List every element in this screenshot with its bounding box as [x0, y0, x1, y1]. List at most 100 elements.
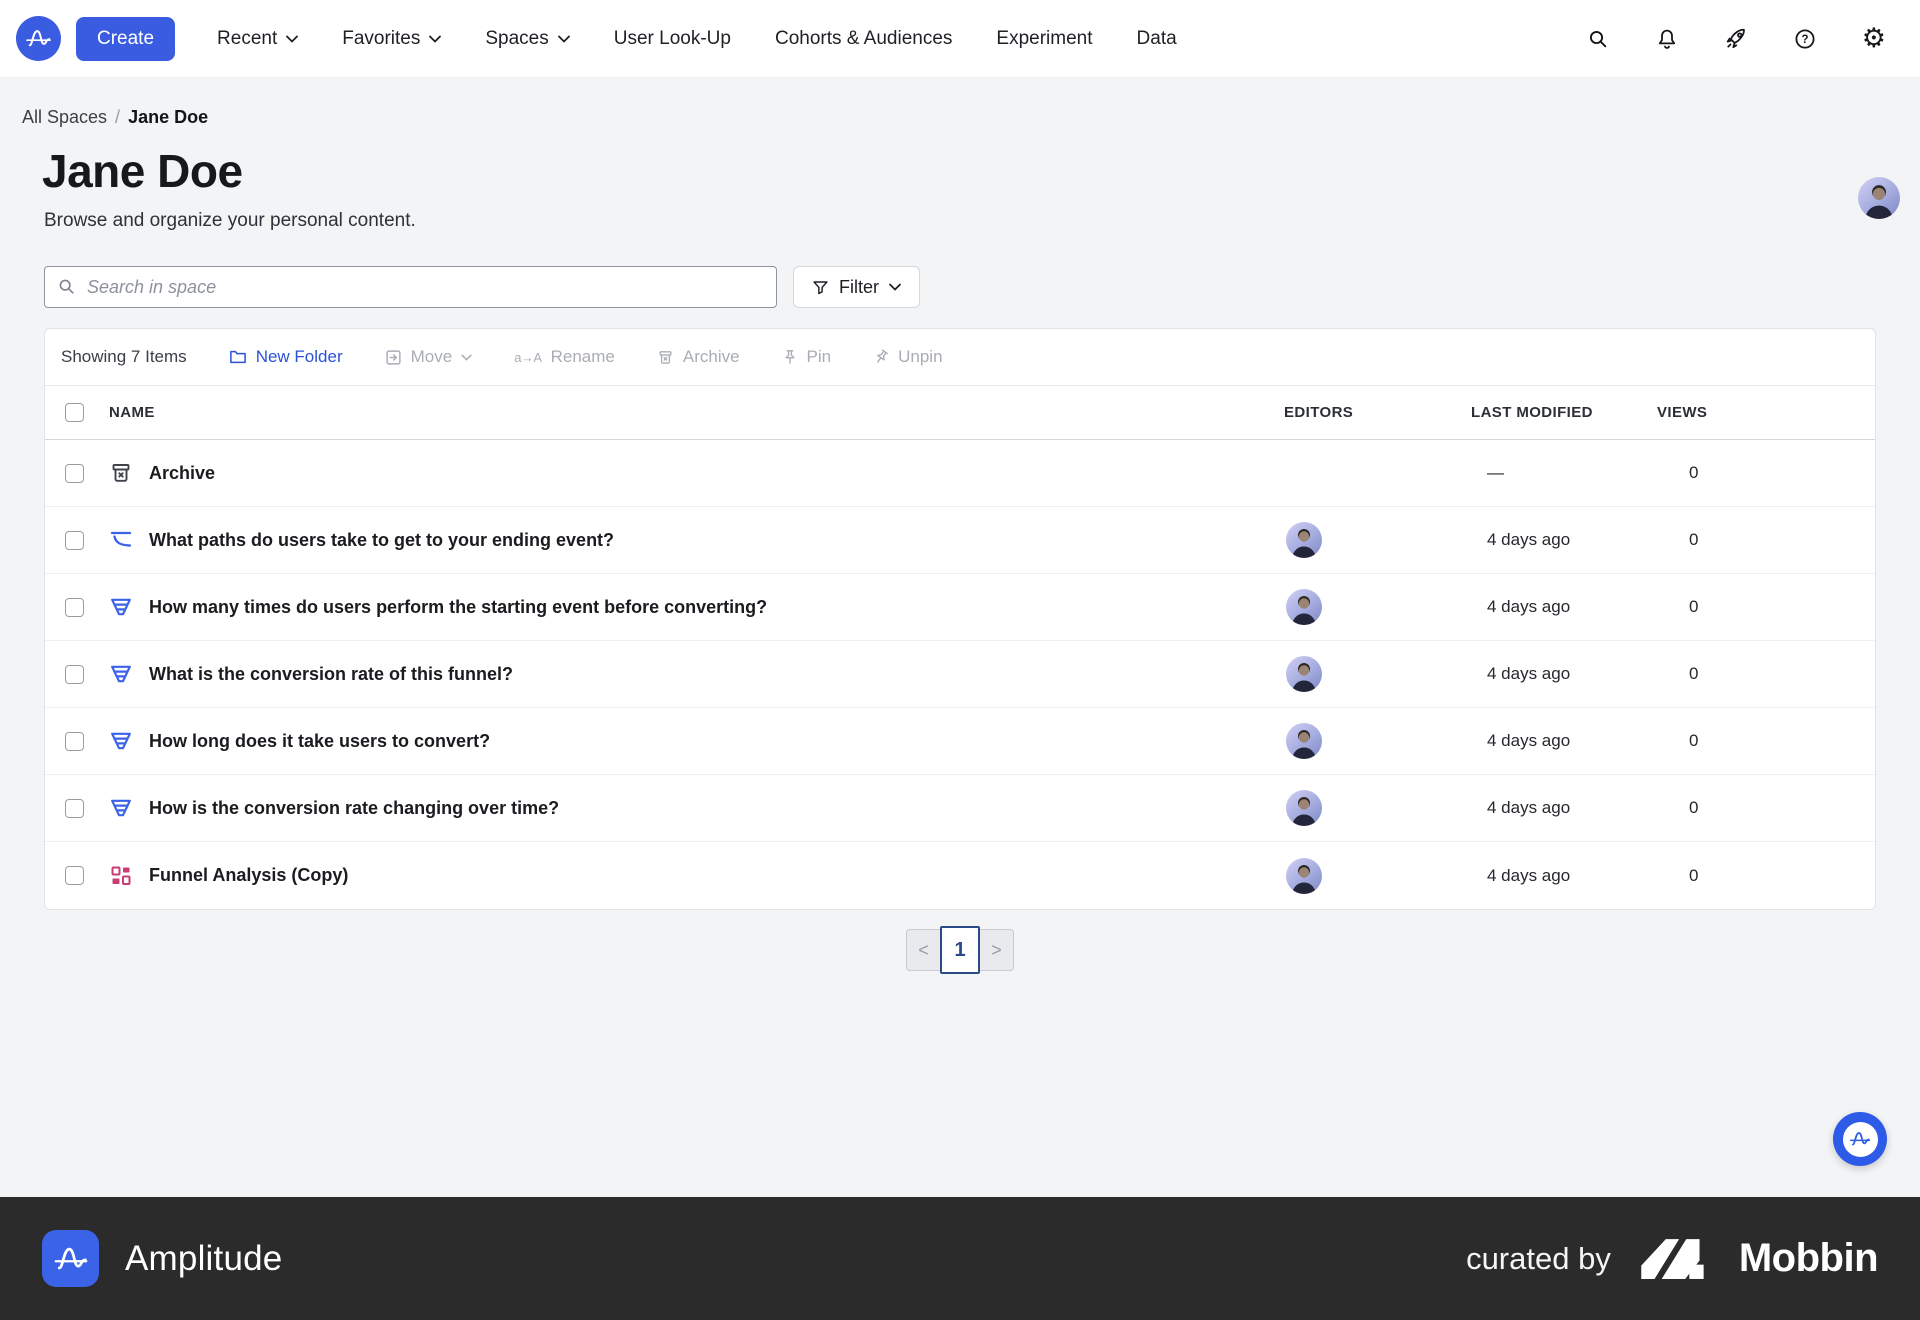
row-checkbox[interactable] — [65, 731, 84, 751]
archive-box-icon — [112, 464, 130, 482]
row-checkbox[interactable] — [65, 597, 84, 617]
breadcrumb: All Spaces / Jane Doe — [0, 77, 1920, 128]
filter-label: Filter — [839, 276, 879, 297]
pagination-prev-button[interactable]: < — [906, 929, 941, 971]
pin-button[interactable]: Pin — [782, 347, 831, 367]
select-all-checkbox[interactable] — [65, 403, 84, 422]
item-name[interactable]: Archive — [149, 462, 216, 483]
views-cell: 0 — [1689, 597, 1699, 616]
pagination-next-button[interactable]: > — [979, 929, 1014, 971]
last-modified-cell: 4 days ago — [1487, 798, 1571, 817]
row-checkbox[interactable] — [65, 664, 84, 684]
row-checkbox[interactable] — [65, 463, 84, 483]
table-row[interactable]: What paths do users take to get to your … — [45, 507, 1875, 574]
views-cell: 0 — [1689, 731, 1699, 750]
unpin-label: Unpin — [898, 347, 943, 366]
column-header-name[interactable]: NAME — [109, 404, 155, 421]
column-header-last-modified[interactable]: LAST MODIFIED — [1471, 404, 1593, 421]
item-name[interactable]: What paths do users take to get to your … — [149, 529, 615, 550]
amplitude-logo-icon[interactable] — [16, 16, 61, 61]
search-icon[interactable] — [1586, 27, 1610, 51]
nav-item-user-look-up[interactable]: User Look-Up — [614, 28, 731, 50]
editor-avatar[interactable] — [1286, 589, 1322, 625]
item-name[interactable]: What is the conversion rate of this funn… — [149, 663, 514, 684]
table-row[interactable]: How long does it take users to convert? … — [45, 708, 1875, 775]
table-row[interactable]: Funnel Analysis (Copy) 4 days ago 0 — [45, 842, 1875, 909]
nav-actions: ? ⚙ — [1586, 25, 1886, 52]
editor-avatar[interactable] — [1286, 656, 1322, 692]
item-name[interactable]: How is the conversion rate changing over… — [149, 797, 560, 818]
table-toolbar: Showing 7 Items New Folder Move a→A Rena… — [45, 329, 1875, 386]
svg-text:?: ? — [1801, 34, 1808, 46]
nav-item-favorites[interactable]: Favorites — [342, 28, 442, 50]
nav-item-label: Cohorts & Audiences — [774, 27, 953, 49]
last-modified-cell: 4 days ago — [1487, 597, 1571, 616]
user-avatar[interactable] — [1858, 177, 1900, 219]
nav-item-label: Experiment — [996, 27, 1093, 49]
rename-icon: a→A — [514, 349, 542, 365]
editors-cell — [1284, 589, 1471, 625]
search-icon — [57, 277, 76, 296]
breadcrumb-current: Jane Doe — [128, 107, 209, 127]
new-folder-label: New Folder — [255, 347, 343, 366]
editors-cell — [1284, 656, 1471, 692]
archive-button[interactable]: Archive — [657, 347, 740, 367]
item-name[interactable]: Funnel Analysis (Copy) — [149, 865, 349, 885]
row-checkbox[interactable] — [65, 530, 84, 550]
rocket-icon[interactable] — [1724, 27, 1748, 51]
new-folder-button[interactable]: New Folder — [229, 347, 343, 367]
row-checkbox[interactable] — [65, 798, 84, 818]
last-modified-cell: 4 days ago — [1487, 530, 1571, 549]
search-input[interactable] — [44, 266, 777, 308]
nav-item-cohorts-audiences[interactable]: Cohorts & Audiences — [775, 28, 952, 50]
nav-item-recent[interactable]: Recent — [217, 27, 299, 50]
settings-gear-icon[interactable]: ⚙ — [1861, 23, 1886, 53]
last-modified-cell: — — [1487, 463, 1504, 482]
last-modified-cell: 4 days ago — [1487, 664, 1571, 683]
pagination-page-1[interactable]: 1 — [940, 926, 980, 974]
folder-icon — [229, 350, 246, 364]
row-checkbox[interactable] — [65, 866, 84, 885]
create-button[interactable]: Create — [76, 16, 176, 61]
nav-item-label: Recent — [217, 27, 278, 49]
editor-avatar[interactable] — [1286, 790, 1322, 826]
column-header-editors[interactable]: EDITORS — [1284, 404, 1354, 421]
amplitude-logo-icon — [1842, 1121, 1878, 1157]
rename-button[interactable]: a→A Rename — [514, 347, 615, 367]
page-title: Jane Doe — [42, 145, 243, 197]
nav-item-experiment[interactable]: Experiment — [996, 28, 1092, 50]
funnel-icon — [111, 799, 131, 817]
nav-item-data[interactable]: Data — [1137, 28, 1177, 50]
amplitude-fab-button[interactable] — [1833, 1112, 1887, 1166]
nav-item-spaces[interactable]: Spaces — [485, 28, 570, 50]
funnel-icon — [111, 665, 131, 683]
chevron-down-icon — [557, 35, 570, 43]
nav-item-label: Data — [1136, 27, 1177, 49]
table-row[interactable]: Archive — 0 — [45, 440, 1875, 507]
editor-avatar[interactable] — [1286, 723, 1322, 759]
editors-cell — [1284, 522, 1471, 558]
editors-cell — [1284, 857, 1471, 894]
editor-avatar[interactable] — [1286, 522, 1322, 558]
funnel-icon — [111, 598, 131, 616]
last-modified-cell: 4 days ago — [1487, 865, 1571, 885]
breadcrumb-all-spaces[interactable]: All Spaces — [22, 107, 108, 127]
table-row[interactable]: What is the conversion rate of this funn… — [45, 641, 1875, 708]
notifications-bell-icon[interactable] — [1655, 27, 1679, 51]
table-row[interactable]: How many times do users perform the star… — [45, 574, 1875, 641]
rename-label: Rename — [550, 347, 615, 366]
help-icon[interactable]: ? — [1793, 27, 1817, 51]
main-content: All Spaces / Jane Doe Jane Doe Browse an… — [0, 77, 1920, 1197]
footer-brand-name: Amplitude — [125, 1238, 283, 1278]
filter-button[interactable]: Filter — [793, 266, 920, 308]
column-header-views[interactable]: VIEWS — [1657, 404, 1708, 421]
editor-avatar[interactable] — [1286, 857, 1322, 894]
move-button[interactable]: Move — [385, 347, 473, 367]
table-row[interactable]: How is the conversion rate changing over… — [45, 775, 1875, 842]
item-name[interactable]: How many times do users perform the star… — [149, 596, 768, 617]
unpin-button[interactable]: Unpin — [873, 347, 943, 367]
item-name[interactable]: How long does it take users to convert? — [149, 730, 491, 751]
amplitude-logo-icon — [42, 1230, 99, 1287]
pin-icon — [785, 349, 795, 364]
filter-funnel-icon — [813, 280, 828, 294]
